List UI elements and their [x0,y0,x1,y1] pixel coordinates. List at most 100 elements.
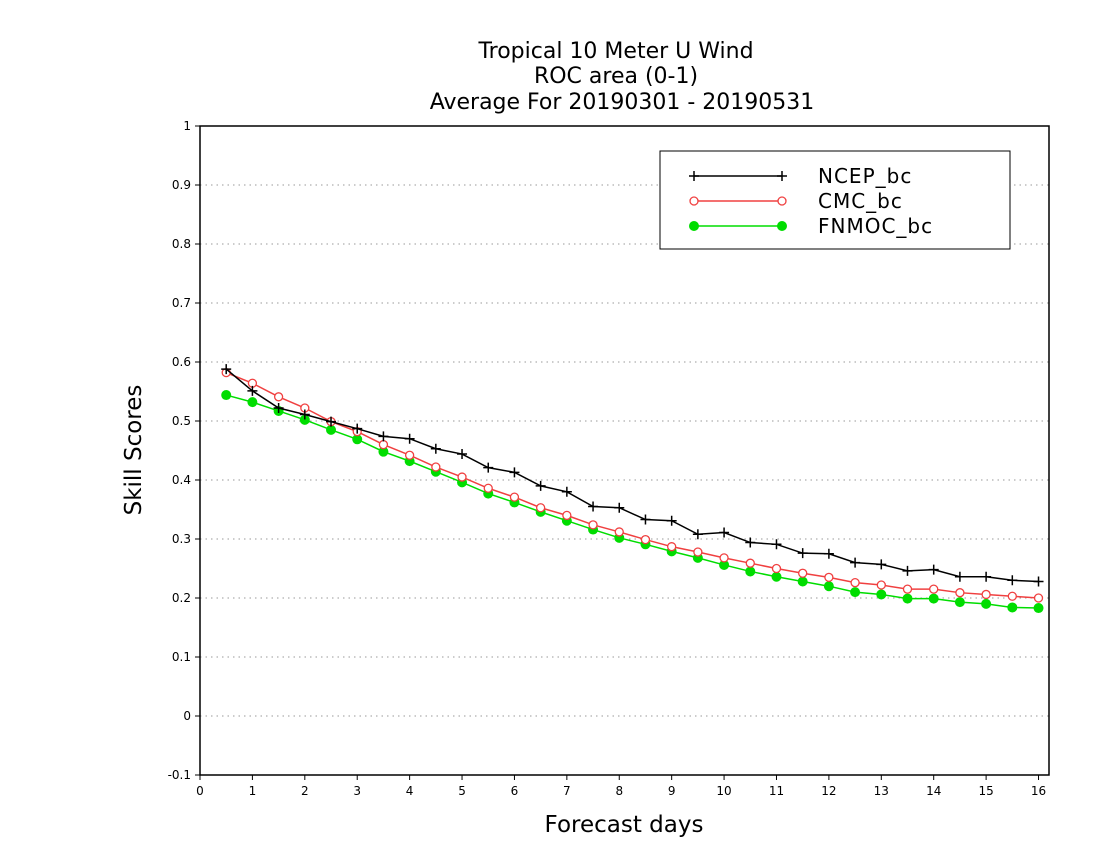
x-tick-label: 2 [301,784,309,798]
data-point [247,397,258,408]
x-tick-label: 3 [353,784,361,798]
data-point [928,564,939,575]
x-tick-label: 6 [511,784,519,798]
y-tick-label: 1 [183,119,191,133]
y-tick-label: 0.7 [172,296,191,310]
data-point [273,392,284,402]
data-point [850,587,861,598]
data-point [457,449,468,460]
data-point [640,534,651,545]
data-point [981,598,992,609]
data-point [719,527,730,538]
data-point [902,593,913,604]
y-tick-label: 0.5 [172,414,191,428]
data-point [299,409,310,420]
title-line-1: Tropical 10 Meter U Wind [477,39,753,64]
data-point [431,462,441,472]
data-point [955,588,965,598]
data-point [221,390,232,401]
data-point [689,221,699,231]
x-tick-label: 7 [563,784,571,798]
data-point [771,571,782,582]
data-point [666,515,677,526]
legend-label: NCEP_bc [818,164,912,188]
data-point [745,537,756,548]
data-point [509,492,520,502]
y-tick-label: 0.3 [172,532,191,546]
data-point [535,503,546,513]
series-layer [221,364,1044,614]
legend-item-CMC_bc: CMC_bc [689,189,902,213]
plot-frame [199,125,1050,776]
data-point [777,171,787,181]
data-point [588,520,598,530]
series-FNMOC_bc [221,390,1044,614]
data-point [614,502,625,513]
data-point [221,364,232,375]
data-point [693,547,703,557]
x-tick-label: 5 [458,784,466,798]
data-point [797,548,808,559]
y-tick-label: 0.1 [172,650,191,664]
data-point [692,529,703,540]
data-point [404,433,415,444]
data-point [1033,593,1044,603]
y-tick-label: 0.9 [172,178,191,192]
data-point [1033,603,1044,614]
data-point [457,472,467,482]
x-tick-label: 10 [716,784,731,798]
x-tick-label: 11 [769,784,784,798]
x-tick-label: 4 [406,784,414,798]
data-point [430,443,441,454]
series-line [225,371,1039,599]
y-tick-label: -0.1 [168,768,191,782]
data-point [823,581,834,592]
x-tick-label: 9 [668,784,676,798]
data-point [404,450,415,460]
data-point [745,558,755,568]
data-point [850,557,861,568]
data-point [561,486,572,497]
data-point [981,589,991,600]
series-CMC_bc [221,367,1044,603]
data-point [667,542,677,552]
legend-item-FNMOC_bc: FNMOC_bc [689,214,933,238]
x-axis: 0 1 2 3 4 5 6 7 8 9 10 11 12 13 14 15 16 [196,775,1046,798]
data-point [509,467,520,478]
data-point [823,548,834,559]
legend-label: FNMOC_bc [818,214,933,238]
y-axis-label: Skill Scores [121,385,147,516]
legend-item-NCEP_bc: NCEP_bc [689,164,912,188]
x-tick-label: 15 [978,784,993,798]
x-tick-label: 8 [615,784,623,798]
data-point [1007,575,1018,586]
x-tick-label: 0 [196,784,204,798]
data-point [798,568,808,578]
data-point [876,559,887,570]
data-point [483,483,493,493]
x-tick-label: 16 [1031,784,1046,798]
title-line-3: Average For 20190301 - 20190531 [430,90,815,115]
y-tick-label: 0.4 [172,473,191,487]
data-point [777,196,787,206]
data-point [640,514,651,525]
data-point [483,462,494,473]
data-point [1007,591,1017,601]
chart-title: Tropical 10 Meter U Wind ROC area (0-1) … [430,39,815,115]
y-tick-label: 0.6 [172,355,191,369]
data-point [689,171,699,181]
data-point [824,572,834,582]
y-tick-label: 0.2 [172,591,191,605]
data-point [719,553,729,563]
data-point [777,221,787,231]
data-point [588,501,599,512]
legend-box [659,150,1011,250]
data-point [326,416,337,427]
y-axis: -0.1 0 0.1 0.2 0.3 0.4 0.5 0.6 0.7 0.8 0.9 1 [168,119,200,782]
data-point [378,431,389,442]
y-tick-label: 0 [183,709,191,723]
data-point [954,597,965,608]
gridlines [200,184,1049,717]
